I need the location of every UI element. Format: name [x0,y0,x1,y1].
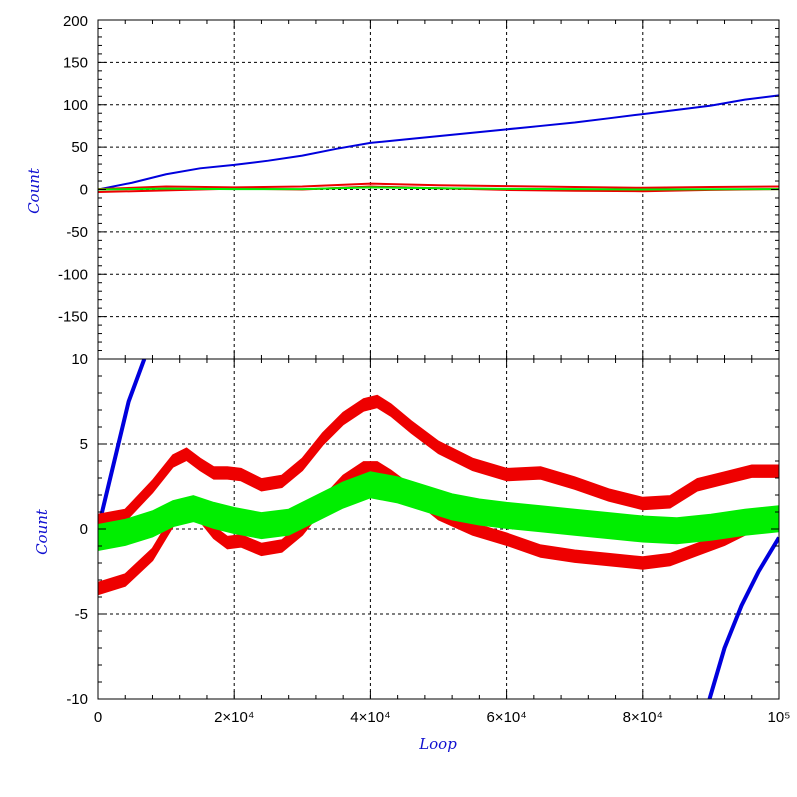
x-tick-label: 2×10⁴ [214,709,254,726]
x-axis-title: Loop [418,735,457,753]
y-tick-label: -100 [58,266,88,283]
y-tick-label: 5 [80,436,88,453]
series-line [707,536,779,699]
series-1-0 [98,359,779,699]
y-tick-label: 150 [63,54,88,71]
y-tick-label: 50 [71,139,88,156]
series-1-1 [98,394,779,528]
y-tick-label: -5 [75,606,88,623]
series-1-2 [98,461,779,596]
series-layer [98,94,779,699]
y-tick-label: -50 [66,224,88,241]
y-tick-label: 10 [71,351,88,368]
series-band [98,461,779,596]
x-tick-label: 4×10⁴ [350,709,390,726]
y-tick-label: -150 [58,309,88,326]
y-tick-label: 200 [63,13,88,30]
series-0-0 [98,94,779,191]
x-tick-label: 8×10⁴ [623,709,663,726]
series-line [98,182,779,191]
y-tick-label: 100 [63,97,88,114]
series-band [98,394,779,528]
bottom-y-axis-title: Count [33,508,51,555]
x-tick-label: 6×10⁴ [486,709,526,726]
series-line [98,359,147,530]
x-tick-label: 10⁵ [768,709,791,726]
series-line [98,94,779,191]
top-y-axis-title: Count [25,167,43,214]
series-band [98,471,779,552]
y-tick-label: -10 [66,691,88,708]
series-0-3 [98,186,779,191]
axes-layer [97,19,780,700]
y-tick-label: 0 [80,182,88,199]
series-0-1 [98,182,779,191]
x-tick-label: 0 [94,709,102,726]
y-tick-label: 0 [80,521,88,538]
series-1-3 [98,471,779,552]
series-line [98,186,779,191]
